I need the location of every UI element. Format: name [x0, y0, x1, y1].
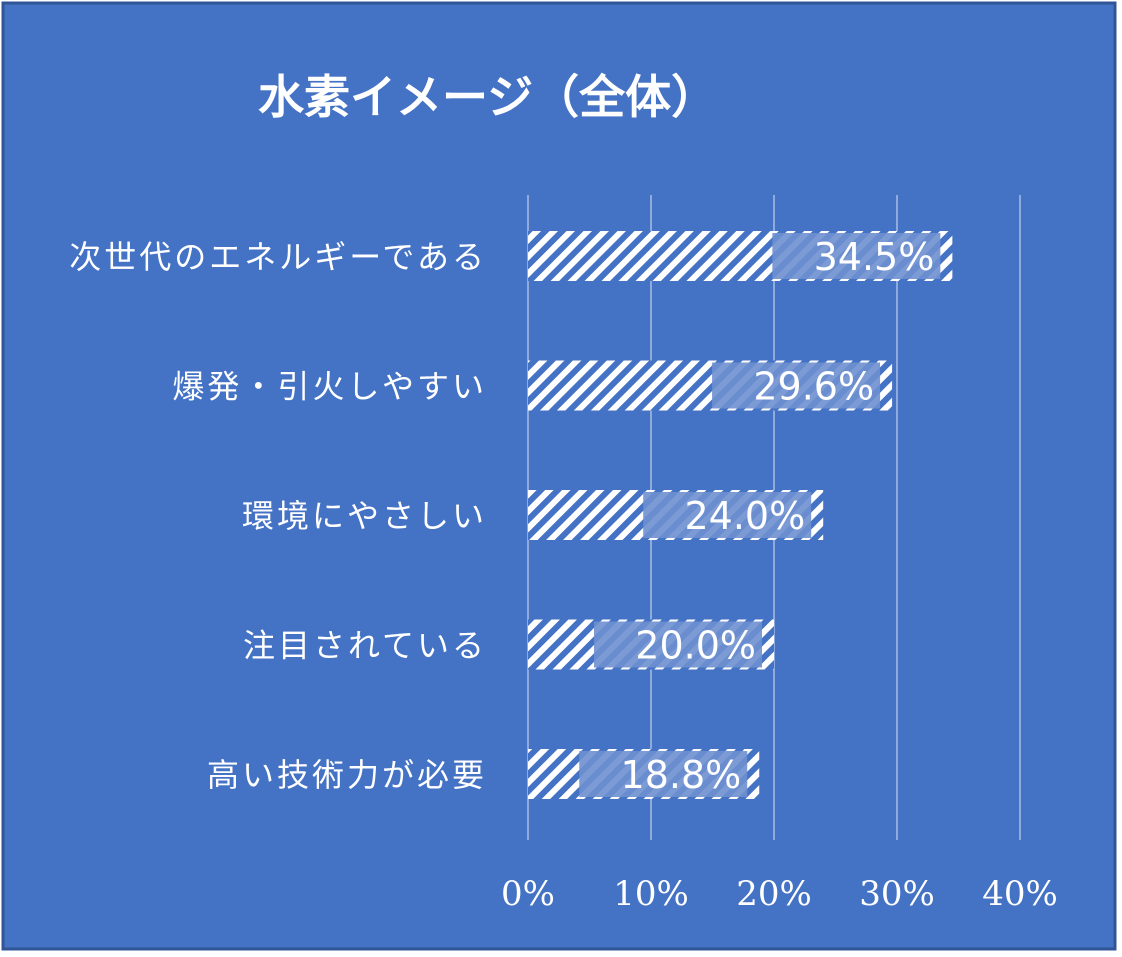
- x-tick-label-2: 20%: [736, 874, 812, 914]
- bar-label-band-3: [594, 621, 762, 668]
- category-label-2: 環境にやさしい: [242, 497, 487, 535]
- category-label-1: 爆発・引火しやすい: [172, 368, 487, 406]
- category-label-3: 注目されている: [243, 627, 487, 665]
- bar-value-label-1: 29.6%: [753, 365, 874, 409]
- bar-label-band-1: [712, 362, 881, 409]
- category-labels: 次世代のエネルギーである爆発・引火しやすい環境にやさしい注目されている高い技術力…: [69, 238, 487, 794]
- category-label-0: 次世代のエネルギーである: [69, 238, 487, 276]
- category-label-4: 高い技術力が必要: [207, 756, 487, 794]
- bar-value-label-4: 18.8%: [621, 753, 742, 797]
- bar-value-label-2: 24.0%: [684, 494, 805, 538]
- x-tick-label-3: 30%: [859, 874, 935, 914]
- x-tick-label-1: 10%: [613, 874, 689, 914]
- bar-label-band-0: [772, 233, 941, 279]
- bar-value-label-0: 34.5%: [814, 235, 935, 279]
- x-tick-label-0: 0%: [501, 874, 555, 914]
- x-tick-label-4: 40%: [982, 874, 1058, 914]
- bar-label-band-2: [643, 492, 812, 538]
- bar-value-label-3: 20.0%: [635, 624, 756, 668]
- chart-title: 水素イメージ（全体）: [258, 70, 717, 124]
- bar-label-band-4: [579, 751, 748, 797]
- x-axis-ticks: 0% 10% 20% 30% 40%: [501, 874, 1058, 914]
- bars: 34.5% 29.6% 24.0% 20.0% 18.8%: [528, 231, 953, 799]
